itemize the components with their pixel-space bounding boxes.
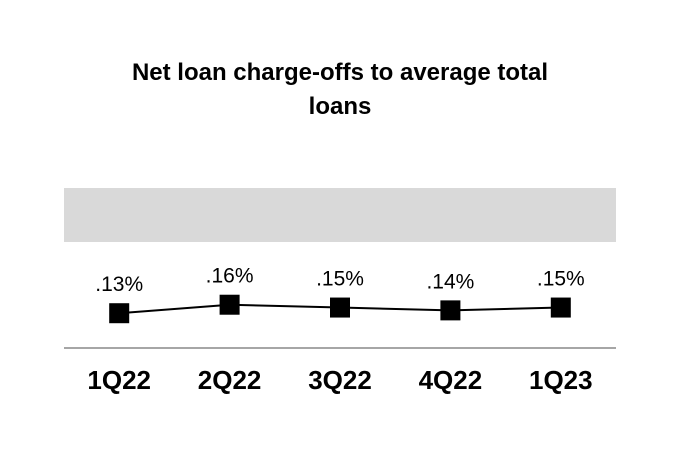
data-point-label: .15%	[316, 268, 364, 291]
chart-title-line2: loans	[308, 93, 372, 120]
data-point-label: .16%	[206, 265, 254, 288]
data-point-label: .14%	[426, 270, 474, 293]
data-point-marker	[330, 297, 350, 318]
data-point-label: .15%	[537, 268, 585, 291]
data-point-marker	[440, 300, 461, 321]
data-point-label: .13%	[95, 273, 143, 296]
x-axis-tick-label: 2Q22	[198, 365, 262, 395]
data-point-marker	[219, 294, 240, 315]
x-axis-tick-label: 1Q22	[87, 365, 151, 395]
highlight-band	[64, 188, 616, 242]
x-axis-tick-label: 1Q23	[529, 365, 593, 395]
data-point-marker	[109, 303, 130, 324]
chart-title-line1: Net loan charge-offs to average total	[131, 59, 549, 86]
chart-title: Net loan charge-offs to average total lo…	[0, 56, 680, 124]
x-axis-tick-label: 4Q22	[419, 365, 483, 395]
x-axis-tick-label: 3Q22	[308, 365, 372, 395]
data-point-marker	[550, 297, 571, 318]
